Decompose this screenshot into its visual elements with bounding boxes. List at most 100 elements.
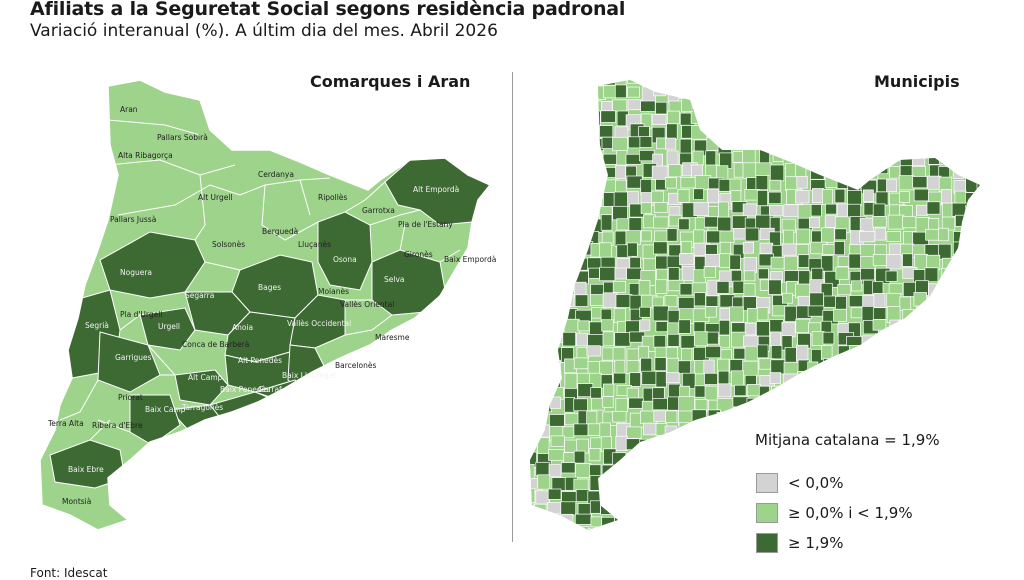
municipality-cell xyxy=(590,387,602,399)
municipality-cell xyxy=(667,110,680,125)
municipality-cell xyxy=(783,229,795,247)
municipality-cell xyxy=(589,437,603,450)
municipality-cell xyxy=(885,270,898,282)
municipality-cell xyxy=(561,254,573,271)
municipality-cell xyxy=(638,477,651,492)
municipality-cell xyxy=(746,397,762,410)
municipality-cell xyxy=(953,517,969,530)
municipality-cell xyxy=(937,98,951,112)
municipality-cell xyxy=(859,124,875,140)
municipality-cell xyxy=(706,331,719,345)
municipality-cell xyxy=(941,279,954,296)
municipality-cell xyxy=(863,111,879,126)
municipality-cell xyxy=(824,215,837,228)
municipality-cell xyxy=(745,80,758,92)
municipality-cell xyxy=(731,529,748,530)
municipality-cell xyxy=(704,505,720,521)
municipality-cell xyxy=(691,464,703,480)
municipality-cell xyxy=(822,127,836,142)
municipality-cell xyxy=(600,214,613,231)
municipality-cell xyxy=(550,292,568,309)
municipality-cell xyxy=(913,127,928,141)
municipality-cell xyxy=(678,422,695,437)
municipality-cell xyxy=(939,295,955,312)
municipality-cell xyxy=(535,231,552,245)
legend-item-above-average: ≥ 1,9% xyxy=(756,528,913,558)
municipality-cell xyxy=(928,150,945,165)
municipality-cell xyxy=(991,492,1003,505)
municipality-cell xyxy=(875,86,887,98)
municipality-cell xyxy=(977,127,980,142)
municipality-cell xyxy=(692,424,706,439)
municipality-cell xyxy=(625,230,641,245)
municipality-cell xyxy=(807,305,825,317)
municipality-cell xyxy=(769,319,784,334)
municipality-cell xyxy=(851,280,863,292)
comarques-labels: Aran Pallars Sobirà Alta Ribagorça Alt U… xyxy=(47,105,496,506)
municipality-cell xyxy=(548,449,565,461)
municipality-cell xyxy=(850,149,863,164)
municipality-cell xyxy=(822,244,835,255)
municipality-cell xyxy=(589,203,602,216)
municipality-cell xyxy=(837,284,852,296)
municipality-cell xyxy=(795,190,810,204)
municipality-cell xyxy=(587,528,604,530)
municipality-cell xyxy=(721,528,734,530)
municipality-cell xyxy=(940,268,952,284)
municipality-cell xyxy=(872,203,886,217)
municipality-cell xyxy=(914,409,930,425)
municipality-cell xyxy=(587,423,601,436)
municipality-cell xyxy=(782,449,796,466)
municipality-cell xyxy=(652,387,665,400)
municipality-cell xyxy=(927,398,939,413)
municipality-cell xyxy=(550,149,564,165)
municipality-cell xyxy=(991,386,1003,400)
municipality-cell xyxy=(781,413,793,428)
municipality-cell xyxy=(768,191,782,205)
municipality-cell xyxy=(704,385,718,401)
municipality-cell xyxy=(680,335,697,349)
municipality-cell xyxy=(651,114,667,125)
municipality-cell xyxy=(530,97,536,110)
municipality-cell xyxy=(915,374,933,391)
municipality-cell xyxy=(719,241,731,255)
municipality-cell xyxy=(530,344,541,360)
municipality-cell xyxy=(811,383,826,399)
municipality-cell xyxy=(860,86,875,99)
municipality-cell xyxy=(820,449,835,461)
municipality-cell xyxy=(846,86,859,101)
municipality-cell xyxy=(795,318,811,333)
municipality-cell xyxy=(872,154,887,168)
municipality-cell xyxy=(530,243,535,258)
municipality-cell xyxy=(666,357,679,374)
municipality-cell xyxy=(911,528,927,530)
municipality-cell xyxy=(629,256,641,269)
municipality-cell xyxy=(757,344,769,359)
label-baix-penedes: Baix Penedès xyxy=(220,385,270,394)
municipality-cell xyxy=(888,149,902,162)
municipality-cell xyxy=(768,97,781,112)
municipality-cell xyxy=(679,488,696,502)
municipality-cell xyxy=(587,124,601,141)
municipality-cell xyxy=(772,151,790,162)
municipality-cell xyxy=(615,397,628,413)
municipality-cell xyxy=(590,294,606,306)
municipality-cell xyxy=(954,266,965,278)
municipality-cell xyxy=(729,80,743,85)
label-llucanes: Lluçanès xyxy=(298,240,331,249)
municipality-cell xyxy=(938,435,950,449)
municipality-cell xyxy=(990,126,1005,142)
municipality-cell xyxy=(563,270,578,286)
municipality-cell xyxy=(796,228,811,245)
municipality-cell xyxy=(977,86,980,101)
municipality-cell xyxy=(952,490,970,502)
municipality-cell xyxy=(834,357,849,372)
municipality-cell xyxy=(820,320,833,333)
municipality-cell xyxy=(626,453,643,467)
municipality-cell xyxy=(915,452,932,466)
municipality-cell xyxy=(742,463,758,479)
municipality-cell xyxy=(664,80,680,88)
municipality-cell xyxy=(794,149,808,164)
municipality-cell xyxy=(574,177,588,194)
municipality-cell xyxy=(873,346,886,362)
